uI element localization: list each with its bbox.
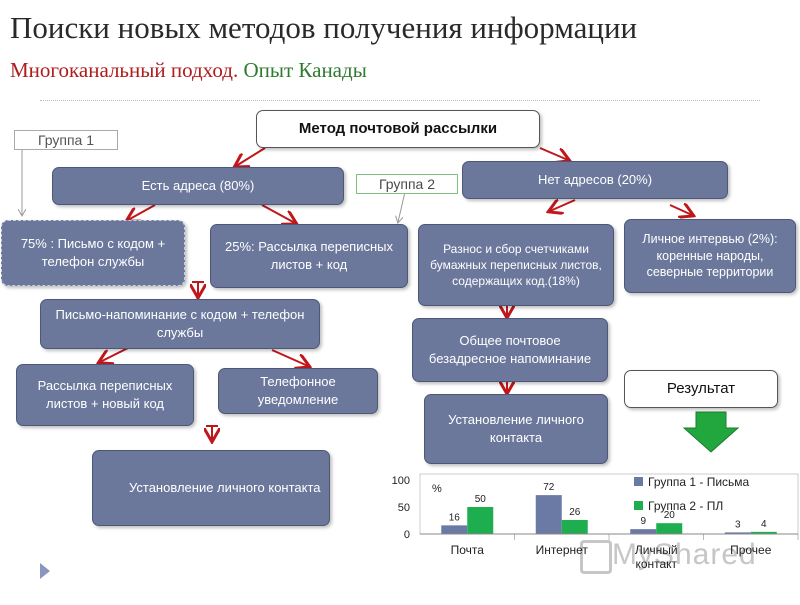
arrow-group2 (398, 191, 406, 222)
legend-swatch (634, 501, 643, 510)
box-reminder-text: Письмо-напоминание с кодом + телефон слу… (55, 307, 305, 340)
bar-value-label: 16 (449, 512, 461, 523)
box-result: Результат (624, 370, 778, 408)
group2-label: Группа 2 (356, 174, 458, 194)
legend-swatch (634, 477, 643, 486)
box-method: Метод почтовой рассылки (256, 110, 540, 148)
watermark: MyShared (612, 538, 757, 571)
bar-1 (535, 495, 562, 534)
y-tick-label: 0 (404, 529, 410, 541)
box-no-addresses: Нет адресов (20%) (462, 161, 728, 199)
results-chart: 0 50 100% Почта 16 50 Интернет 72 26 Личный контак… (380, 462, 800, 600)
box-interview-text: Личное интервью (2%): коренные народы, с… (642, 231, 778, 280)
x-tick-label: Личный (635, 543, 678, 557)
arrow-reminder-to-phone (271, 349, 308, 366)
chart-svg: 0 50 100% Почта 16 50 Интернет 72 26 Личныйконтак… (392, 473, 799, 571)
arrow-no-to-interview (669, 205, 692, 215)
nav-arrow-icon[interactable] (40, 563, 50, 579)
x-tick-label: Почта (451, 543, 485, 557)
box-phone-notice: Телефонное уведомление (218, 368, 378, 414)
box-result-text: Результат (666, 379, 736, 397)
x-tick-label: контакт (635, 557, 677, 571)
box-have-addresses-text: Есть адреса (80%) (141, 178, 255, 194)
bar-value-label: 4 (761, 519, 767, 530)
bar-1 (630, 529, 657, 534)
bar-value-label: 26 (569, 507, 581, 518)
box-have-addresses: Есть адреса (80%) (52, 167, 344, 205)
box-personal-contact-2: Установление личного контакта (424, 394, 608, 464)
page-subtitle: Многоканальный подход. Опыт Канады (10, 58, 367, 83)
result-down-arrow (682, 411, 740, 453)
box-letter-75-text: 75% : Письмо с кодом + телефон службы (20, 236, 166, 269)
box-interview: Личное интервью (2%): коренные народы, с… (624, 219, 796, 293)
bar-1 (441, 525, 468, 534)
box-delivery-text: Разнос и сбор счетчиками бумажных перепи… (430, 241, 602, 289)
bar-value-label: 72 (543, 482, 555, 493)
box-reminder: Письмо-напоминание с кодом + телефон слу… (40, 299, 320, 349)
box-personal-contact-2-text: Установление личного контакта (448, 412, 584, 445)
arrow-method-to-no (539, 147, 568, 160)
tbar-arrow-2 (206, 425, 218, 440)
bar-2 (656, 523, 683, 534)
bar-1 (724, 532, 751, 534)
box-phone-notice-text: Телефонное уведомление (257, 374, 339, 407)
y-axis-label: % (432, 483, 442, 495)
x-tick-label: Прочее (730, 543, 772, 557)
box-letter-75: 75% : Письмо с кодом + телефон службы (1, 220, 185, 286)
box-post-reminder-text: Общее почтовое безадресное напоминание (428, 333, 592, 366)
bar-value-label: 9 (640, 516, 646, 527)
box-personal-contact-1-text: Установление личного контакта (129, 480, 321, 496)
x-tick-label: Интернет (536, 543, 589, 557)
box-post-reminder: Общее почтовое безадресное напоминание (412, 318, 608, 382)
bar-value-label: 20 (664, 510, 676, 521)
bar-2 (467, 507, 494, 534)
arrow-no-to-delivery (550, 200, 576, 211)
bar-value-label: 50 (475, 494, 487, 505)
box-mail-25: 25%: Рассылка переписных листов + код (210, 224, 408, 288)
box-mail-new-code: Рассылка переписных листов + новый код (16, 364, 194, 426)
watermark-icon (580, 540, 612, 574)
subtitle-part1: Многоканальный подход. (10, 58, 239, 82)
box-no-addresses-text: Нет адресов (20%) (537, 172, 653, 188)
bar-2 (561, 519, 588, 534)
group1-label: Группа 1 (14, 130, 118, 150)
box-personal-contact-1: Установление личного контакта (92, 450, 330, 526)
subtitle-part2: Опыт Канады (243, 58, 367, 82)
arrow-have-to-25 (261, 204, 295, 223)
y-tick-label: 50 (398, 502, 410, 514)
box-method-text: Метод почтовой рассылки (298, 119, 498, 137)
tbar-arrow-1 (192, 281, 204, 296)
y-tick-label: 100 (392, 475, 410, 487)
page-title: Поиски новых методов получения информаци… (10, 10, 638, 45)
bar-2 (750, 531, 777, 534)
divider (40, 100, 760, 101)
bar-value-label: 3 (735, 519, 741, 530)
legend-label: Группа 2 - ПЛ (648, 499, 723, 513)
box-delivery: Разнос и сбор счетчиками бумажных перепи… (418, 224, 614, 306)
box-mail-25-text: 25%: Рассылка переписных листов + код (224, 239, 393, 272)
arrow-method-to-have (236, 147, 266, 166)
box-mail-new-code-text: Рассылка переписных листов + новый код (37, 378, 173, 411)
arrow-have-to-75 (128, 204, 156, 220)
legend-label: Группа 1 - Письма (648, 475, 750, 489)
arrow-reminder-to-mail (100, 346, 131, 362)
